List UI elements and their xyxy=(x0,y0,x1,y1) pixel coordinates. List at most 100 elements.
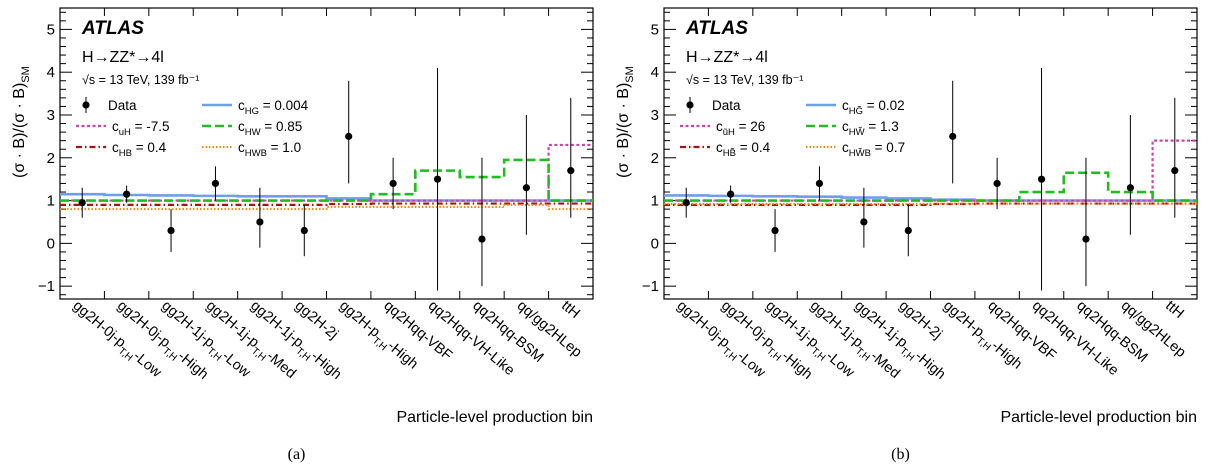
legend-label-name: c xyxy=(112,119,119,134)
x-tick-label-main: gg2H-p xyxy=(336,298,383,341)
y-axis-label: (σ · B)/(σ · B)SM xyxy=(615,66,636,178)
legend-label-name: c xyxy=(716,140,723,155)
data-point xyxy=(904,226,912,235)
legend-label-value: = 0.02 xyxy=(863,98,905,113)
y-tick-label: −1 xyxy=(642,278,659,295)
x-tick-label-rest: -High xyxy=(988,338,1025,373)
x-axis-label: Particle-level production bin xyxy=(1000,409,1197,426)
series-line-hwb xyxy=(60,203,593,211)
panel-label: (a) xyxy=(288,446,306,463)
legend-label-name: c xyxy=(112,140,119,155)
y-tick-label: 1 xyxy=(47,193,55,210)
data-point xyxy=(167,226,175,235)
legend-data-label: Data xyxy=(108,98,137,113)
energy-label: √s = 13 TeV, 139 fb⁻¹ xyxy=(82,73,199,87)
x-tick-label-rest: -Low xyxy=(219,348,254,381)
legend-label-name: c xyxy=(238,119,245,134)
legend-label-name: c xyxy=(842,98,849,113)
y-tick-label: 0 xyxy=(47,235,55,252)
legend-label-hb: cHB̃ = 0.4 xyxy=(716,140,771,159)
data-point xyxy=(300,226,308,235)
panel-label: (b) xyxy=(891,446,910,463)
legend-label-value: = 26 xyxy=(735,119,765,134)
data-point xyxy=(478,235,486,243)
legend-label-value: = -7.5 xyxy=(131,119,170,134)
process-label: H→ZZ*→4l xyxy=(686,49,768,66)
x-tick-label: ttH xyxy=(1162,298,1186,322)
legend-label-name: c xyxy=(238,98,245,113)
y-tick-label: 4 xyxy=(651,64,659,81)
y-tick-label: 1 xyxy=(651,193,659,210)
legend-label-value: = 0.004 xyxy=(259,98,309,113)
legend-data-marker xyxy=(82,101,90,109)
legend-label-hb: cHB = 0.4 xyxy=(112,140,167,159)
data-point xyxy=(1126,184,1134,192)
x-tick-label: ttH xyxy=(558,298,582,322)
y-axis-label: (σ · B)/(σ · B)SM xyxy=(11,66,32,178)
data-point xyxy=(682,199,690,207)
legend-label-value: = 1.3 xyxy=(865,119,899,134)
data-point xyxy=(567,167,575,175)
data-point xyxy=(727,190,735,198)
data-point xyxy=(522,184,530,192)
series-line-hg xyxy=(60,192,593,202)
x-tick-label: gg2H-pT,H-High xyxy=(334,298,421,376)
legend-label-sub: HB xyxy=(119,148,132,159)
data-point xyxy=(1082,235,1090,243)
y-tick-label: 2 xyxy=(651,150,659,167)
legend-label-sub: HG xyxy=(245,106,259,117)
y-tick-label: 3 xyxy=(47,107,55,124)
legend-label-sub: HG̃ xyxy=(849,105,863,117)
legend-label-name: c xyxy=(842,119,849,134)
data-point xyxy=(949,132,957,140)
y-axis-label-main: (σ · B)/(σ · B) xyxy=(11,83,28,178)
legend-label-hg: cHG̃ = 0.02 xyxy=(842,98,905,117)
data-point xyxy=(123,190,131,198)
legend-label-sub: ũH xyxy=(723,127,735,138)
atlas-label: ATLAS xyxy=(685,18,748,39)
legend-label-value: = 0.4 xyxy=(736,140,771,155)
legend-label-value: = 0.7 xyxy=(871,140,905,155)
legend-label-sub: HWB xyxy=(245,148,267,159)
legend-label-sub: HW xyxy=(245,127,261,138)
energy-label: √s = 13 TeV, 139 fb⁻¹ xyxy=(686,73,803,87)
legend-label-sub: HW̃ xyxy=(849,126,865,138)
x-tick-label-rest: -High xyxy=(912,348,949,383)
x-tick-label-rest: -Low xyxy=(823,348,858,381)
legend-label-name: c xyxy=(842,140,849,155)
y-tick-label: 0 xyxy=(651,235,659,252)
x-tick-label-main: gg2H-p xyxy=(940,298,987,341)
y-tick-label: 5 xyxy=(651,21,659,38)
x-tick-label: gg2H-pT,H-High xyxy=(938,298,1025,376)
y-tick-label: −1 xyxy=(38,278,55,295)
data-point xyxy=(993,179,1001,188)
x-tick-label-rest: -High xyxy=(308,348,345,383)
y-axis-label-sub: SM xyxy=(624,66,636,83)
legend-label-value: = 0.4 xyxy=(132,140,167,155)
data-point xyxy=(815,179,824,188)
legend-label-hwb: cHWB = 1.0 xyxy=(238,140,301,159)
legend-label-hw: cHW = 0.85 xyxy=(238,119,302,138)
process-label: H→ZZ*→4l xyxy=(82,49,164,66)
data-point xyxy=(771,226,779,235)
legend-label-value: = 0.85 xyxy=(261,119,303,134)
legend-label-h: cũH = 26 xyxy=(716,119,765,138)
legend-label-uh: cuH = -7.5 xyxy=(112,119,170,138)
data-point xyxy=(345,132,353,140)
legend-label-sub: HB̃ xyxy=(723,147,736,159)
x-tick-label-rest: -High xyxy=(384,338,421,373)
data-point xyxy=(860,218,868,226)
series-line-hw xyxy=(664,171,1197,202)
y-tick-label: 4 xyxy=(47,64,55,81)
data-point xyxy=(78,199,86,207)
legend-label-hg: cHG = 0.004 xyxy=(238,98,309,117)
legend-label-name: c xyxy=(238,140,245,155)
y-tick-label: 5 xyxy=(47,21,55,38)
legend-label-hwb: cHW̃B = 0.7 xyxy=(842,140,905,159)
legend-label-hw: cHW̃ = 1.3 xyxy=(842,119,899,138)
legend-data-label: Data xyxy=(712,98,741,113)
